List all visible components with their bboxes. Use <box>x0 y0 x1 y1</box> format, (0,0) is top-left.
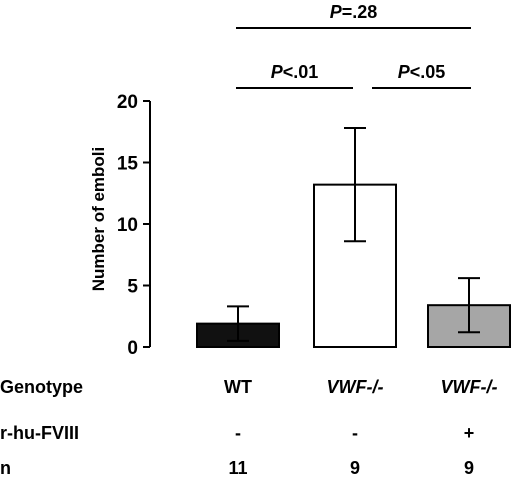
table-cell: 9 <box>464 458 474 478</box>
significance-label: P<.01 <box>271 62 319 82</box>
significance-label: P<.05 <box>398 62 446 82</box>
table-row-label: Genotype <box>0 377 83 397</box>
y-tick-label: 10 <box>117 215 138 236</box>
table-cell: - <box>352 423 358 443</box>
y-tick-label: 5 <box>127 277 138 298</box>
bars-layer <box>196 127 511 349</box>
table-cell: 9 <box>350 458 360 478</box>
table-cell: WT <box>224 377 252 397</box>
significance-label: P=.28 <box>330 2 378 22</box>
table-cell: + <box>464 423 475 443</box>
table-cell: VWF-/- <box>327 377 384 397</box>
table-cell: VWF-/- <box>441 377 498 397</box>
significance-layer: P=.28 P<.01 P<.05 <box>236 2 471 89</box>
axis-layer: 0 5 10 15 20 <box>117 92 151 359</box>
y-tick-label: 20 <box>117 92 138 113</box>
table-row-label: n <box>0 458 11 478</box>
table-cell: 11 <box>228 458 247 478</box>
table-row-label: r-hu-FVIII <box>0 423 79 443</box>
y-tick-label: 15 <box>117 154 139 175</box>
table-cell: - <box>235 423 241 443</box>
condition-table: Genotype WT VWF-/- VWF-/- r-hu-FVIII - - + n 11 9 9 <box>0 377 497 478</box>
y-tick-label: 0 <box>127 338 138 359</box>
y-axis-label: Number of emboli <box>89 147 108 292</box>
